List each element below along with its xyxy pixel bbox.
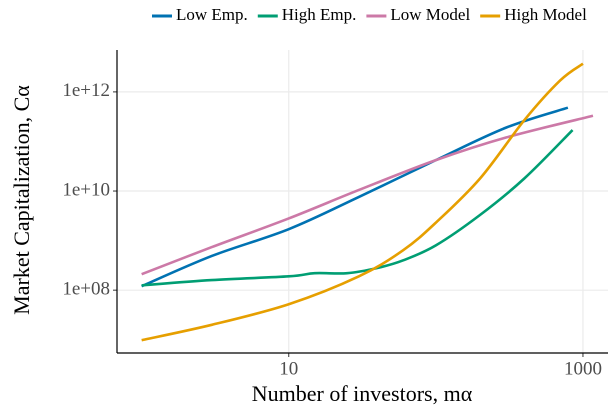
y-tick-label: 1e+10 xyxy=(62,179,110,200)
legend-label: Low Model xyxy=(390,5,470,24)
series-line xyxy=(141,62,584,342)
x-tick-label: 1000 xyxy=(564,358,602,379)
y-axis-label: Market Capitalization, Cα xyxy=(9,85,34,315)
series-line xyxy=(141,106,569,288)
y-tick-label: 1e+08 xyxy=(62,279,110,300)
series-line xyxy=(141,129,574,287)
legend-label: Low Emp. xyxy=(176,5,248,24)
y-tick-label: 1e+12 xyxy=(62,80,110,101)
series-line xyxy=(141,114,594,276)
x-axis-label: Number of investors, mα xyxy=(252,381,473,406)
legend-label: High Model xyxy=(504,5,587,24)
x-tick-label: 10 xyxy=(279,358,298,379)
legend-label: High Emp. xyxy=(282,5,357,24)
